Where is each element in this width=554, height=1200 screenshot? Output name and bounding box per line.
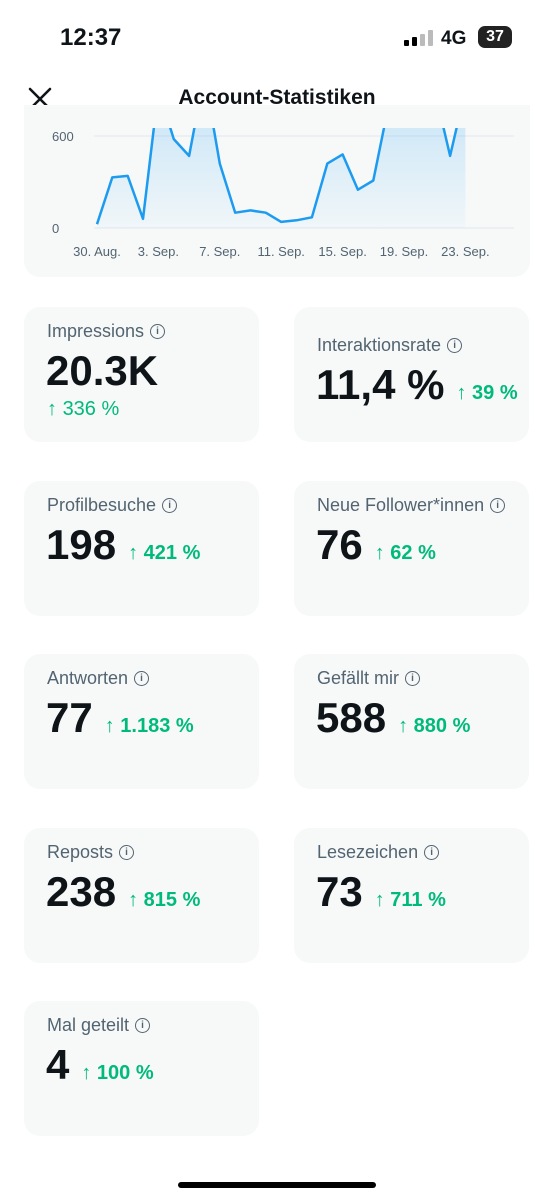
stat-change: 711 % <box>375 889 446 912</box>
stat-value-row: 198 421 % <box>46 521 200 569</box>
stat-label-text: Gefällt mir <box>317 668 400 688</box>
info-icon: i <box>405 671 421 686</box>
stat-value: 77 <box>46 694 93 741</box>
stat-value: 588 <box>316 694 387 741</box>
stat-change: 62 % <box>375 542 436 565</box>
info-icon: i <box>119 845 135 860</box>
chart: 0 600 30. Aug. 3. Sep. 7. Sep. 11. Sep. 15. Se… <box>52 128 514 259</box>
info-icon: i <box>134 671 150 686</box>
stat-card: Neue Follower*innen i 76 62 % <box>294 481 529 616</box>
x-tick-label: 23. Sep. <box>441 244 489 259</box>
stat-card: Mal geteilt i 4 100 % <box>24 1001 259 1136</box>
info-icon: i <box>490 498 506 513</box>
stat-label: Impressions i <box>47 321 166 342</box>
info-icon: i <box>162 498 178 513</box>
signal-icon <box>404 30 433 46</box>
stat-value: 4 <box>46 1041 70 1088</box>
x-tick-label: 19. Sep. <box>380 244 428 259</box>
stat-value: 198 <box>46 521 117 568</box>
stat-card: Impressions i 336 % 20.3K <box>24 307 259 442</box>
info-icon: i <box>135 1018 151 1033</box>
stat-value-row: 4 100 % <box>46 1041 154 1089</box>
stat-value-row: 76 62 % <box>316 521 436 569</box>
y-tick-label: 600 <box>52 129 74 144</box>
y-tick-label: 0 <box>52 221 59 236</box>
stat-label: Mal geteilt i <box>47 1015 151 1036</box>
stat-label-text: Neue Follower*innen <box>317 495 485 515</box>
stat-value-row: 588 880 % <box>316 694 470 742</box>
stat-value-row: 11,4 % 39 % <box>316 361 518 409</box>
stat-value: 238 <box>46 868 117 915</box>
stat-value: 11,4 % <box>316 361 445 408</box>
info-icon: i <box>447 338 463 353</box>
stat-label: Antworten i <box>47 668 150 689</box>
stat-label-text: Mal geteilt <box>47 1015 130 1035</box>
stat-value: 73 <box>316 868 363 915</box>
stat-label: Gefällt mir i <box>317 668 421 689</box>
x-tick-label: 7. Sep. <box>199 244 240 259</box>
x-tick-label: 3. Sep. <box>138 244 179 259</box>
info-icon: i <box>150 324 166 339</box>
stat-change: 421 % <box>128 542 201 565</box>
area <box>97 128 466 228</box>
stat-value: 20.3K <box>46 347 159 394</box>
stat-change: 39 % <box>456 382 518 405</box>
stat-card: Profilbesuche i 198 421 % <box>24 481 259 616</box>
status-time: 12:37 <box>60 24 122 51</box>
stat-card: Antworten i 77 1.183 % <box>24 654 259 789</box>
stat-label-text: Reposts <box>47 842 114 862</box>
stat-label-text: Antworten <box>47 668 129 688</box>
x-tick-label: 30. Aug. <box>73 244 121 259</box>
x-tick-label: 15. Sep. <box>318 244 366 259</box>
stat-label: Lesezeichen i <box>317 842 440 863</box>
stat-value-row: 238 815 % <box>46 868 200 916</box>
stat-value-row: 77 1.183 % <box>46 694 194 742</box>
home-indicator <box>178 1182 376 1188</box>
stat-value: 76 <box>316 521 363 568</box>
stat-label: Reposts i <box>47 842 135 863</box>
stat-label: Interaktionsrate i <box>317 335 463 356</box>
stat-card: Interaktionsrate i11,4 % 39 % <box>294 307 529 442</box>
stat-value-row: 20.3K <box>46 347 158 395</box>
stat-value-row: 73 711 % <box>316 868 446 916</box>
info-icon: i <box>424 845 440 860</box>
x-tick-label: 11. Sep. <box>257 244 304 259</box>
stat-label-text: Profilbesuche <box>47 495 157 515</box>
header-title: Account-Statistiken <box>178 86 376 109</box>
stat-change: 1.183 % <box>105 715 193 738</box>
stat-card: Lesezeichen i 73 711 % <box>294 828 529 963</box>
stat-change: 880 % <box>398 715 471 738</box>
stat-change: 100 % <box>81 1062 154 1085</box>
stat-card: Gefällt mir i 588 880 % <box>294 654 529 789</box>
stat-change: 336 % <box>47 398 120 421</box>
stat-label: Profilbesuche i <box>47 495 178 516</box>
stat-label: Neue Follower*innen i <box>317 495 506 516</box>
network: 4G <box>441 28 467 49</box>
stat-label-text: Lesezeichen <box>317 842 419 862</box>
line <box>95 128 458 225</box>
stat-label-text: Impressions <box>47 321 145 341</box>
stat-label-text: Interaktionsrate <box>317 335 442 355</box>
stat-change: 815 % <box>128 889 201 912</box>
battery: 37 <box>478 26 512 48</box>
